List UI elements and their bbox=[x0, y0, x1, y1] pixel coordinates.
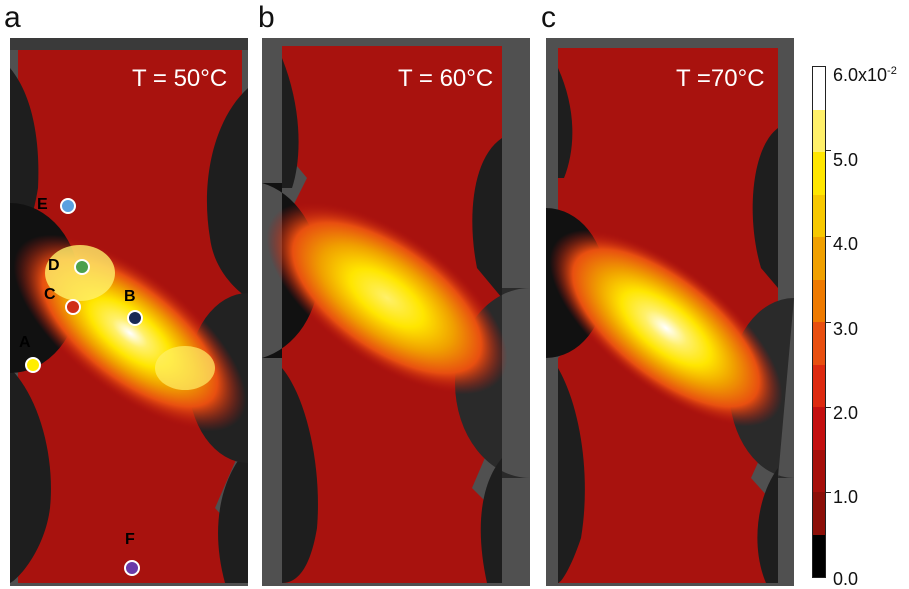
point-label-b: B bbox=[124, 288, 136, 305]
point-marker-a bbox=[25, 357, 41, 373]
colorbar-band bbox=[813, 109, 825, 152]
colorbar-tick bbox=[826, 322, 831, 323]
point-marker-f bbox=[124, 560, 140, 576]
panel-letter-a: a bbox=[4, 1, 21, 34]
point-marker-e bbox=[60, 198, 76, 214]
colorbar-tick bbox=[826, 236, 831, 237]
point-label-c: C bbox=[44, 286, 56, 303]
colorbar-tick-label: 4.0 bbox=[833, 234, 859, 254]
strain-map-c bbox=[546, 38, 794, 586]
point-marker-d bbox=[74, 259, 90, 275]
colorbar-band bbox=[813, 407, 825, 450]
colorbar-tick-label: 3.0 bbox=[833, 319, 859, 339]
panel-letter-b: b bbox=[258, 1, 275, 34]
colorbar-band bbox=[813, 534, 825, 577]
panel-letter-c: c bbox=[541, 1, 556, 34]
point-label-e: E bbox=[37, 196, 48, 213]
temperature-label-c: T =70°C bbox=[676, 65, 765, 92]
temperature-label-b: T = 60°C bbox=[398, 65, 494, 92]
strain-map-panel-c: T =70°C bbox=[546, 38, 794, 586]
colorbar-band bbox=[813, 194, 825, 237]
colorbar-tick-label: 1.0 bbox=[833, 487, 859, 507]
strain-map-b bbox=[262, 38, 530, 586]
point-label-d: D bbox=[48, 257, 60, 274]
colorbar bbox=[812, 66, 826, 578]
strain-map-panel-b: T = 60°C bbox=[262, 38, 530, 586]
point-label-f: F bbox=[125, 531, 135, 548]
colorbar-band bbox=[813, 364, 825, 407]
temperature-label-a: T = 50°C bbox=[132, 65, 228, 92]
colorbar-tick-label: 2.0 bbox=[833, 403, 859, 423]
colorbar-band bbox=[813, 449, 825, 492]
colorbar-band bbox=[813, 67, 825, 110]
point-label-a: A bbox=[19, 334, 31, 351]
colorbar-tick-label: 0.0 bbox=[833, 569, 859, 589]
colorbar-tick-label: 5.0 bbox=[833, 150, 859, 170]
colorbar-top-label: 6.0x10-2 bbox=[833, 65, 897, 85]
colorbar-band bbox=[813, 279, 825, 322]
colorbar-tick bbox=[826, 492, 831, 493]
colorbar-tick bbox=[826, 407, 831, 408]
colorbar-band bbox=[813, 152, 825, 195]
colorbar-band bbox=[813, 492, 825, 535]
colorbar-band bbox=[813, 322, 825, 365]
colorbar-band bbox=[813, 237, 825, 280]
point-marker-b bbox=[127, 310, 143, 326]
point-marker-c bbox=[65, 299, 81, 315]
colorbar-tick bbox=[826, 150, 831, 151]
